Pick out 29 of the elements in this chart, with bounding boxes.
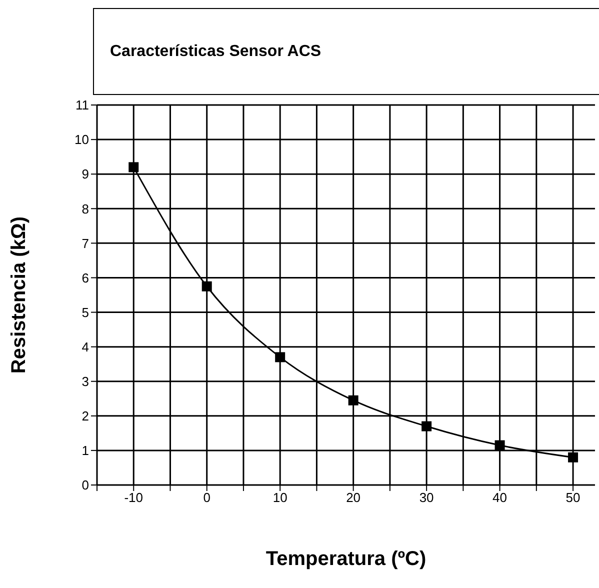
x-tick-label: -10 bbox=[124, 490, 144, 506]
point bbox=[422, 421, 432, 432]
x-tick-label: 20 bbox=[346, 490, 361, 506]
y-tick-label: 6 bbox=[82, 270, 89, 286]
y-tick-label: 0 bbox=[82, 478, 89, 493]
point bbox=[202, 281, 212, 292]
x-tick-label: 40 bbox=[492, 490, 508, 506]
y-tick-label: 11 bbox=[76, 98, 89, 113]
x-axis-title: Temperatura (ºC) bbox=[266, 548, 426, 570]
point bbox=[568, 452, 578, 462]
x-tick-label: 50 bbox=[566, 490, 580, 506]
chart-title: Características Sensor ACS bbox=[110, 42, 322, 60]
x-tick-label: 10 bbox=[272, 490, 288, 506]
x-tick-label: 30 bbox=[419, 490, 434, 506]
y-tick-label: 2 bbox=[82, 408, 89, 424]
point bbox=[275, 352, 286, 362]
y-tick-label: 7 bbox=[82, 236, 89, 251]
y-tick-label: 1 bbox=[82, 443, 89, 458]
y-tick-label: 4 bbox=[82, 339, 89, 354]
point bbox=[348, 395, 358, 406]
y-tick-label: 10 bbox=[74, 132, 89, 148]
y-tick-label: 8 bbox=[82, 201, 89, 216]
y-tick-label: 3 bbox=[82, 374, 89, 389]
y-axis-title: Resistencia (kΩ) bbox=[8, 216, 30, 374]
y-tick-label: 5 bbox=[82, 304, 89, 320]
x-tick-label: 0 bbox=[203, 490, 210, 506]
point bbox=[128, 162, 139, 172]
point bbox=[494, 440, 505, 450]
y-tick-label: 9 bbox=[82, 166, 89, 182]
